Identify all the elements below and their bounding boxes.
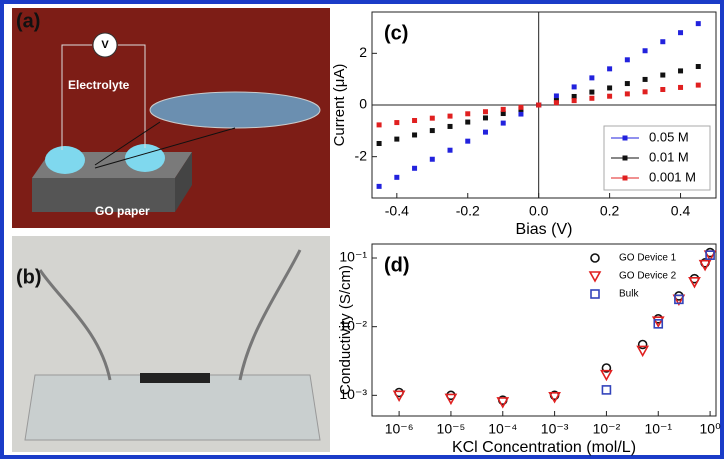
point — [465, 120, 470, 125]
point — [625, 91, 630, 96]
point — [625, 81, 630, 86]
point — [678, 85, 683, 90]
y-axis-label: Conductivity (S/cm) — [337, 265, 354, 395]
point — [643, 77, 648, 82]
panel-b: (b) — [12, 236, 330, 452]
point — [696, 64, 701, 69]
y-axis-label: Current (μA) — [331, 64, 348, 147]
point — [678, 30, 683, 35]
legend-label: 0.001 M — [649, 169, 696, 184]
point — [430, 116, 435, 121]
panel-label: (d) — [384, 254, 410, 276]
legend-label: 0.01 M — [649, 149, 689, 164]
point — [448, 114, 453, 119]
point — [589, 75, 594, 80]
point — [607, 85, 612, 90]
point — [696, 21, 701, 26]
point — [448, 124, 453, 129]
glass-slide — [25, 375, 320, 440]
point — [501, 107, 506, 112]
go-paper — [140, 373, 210, 383]
point — [554, 100, 559, 105]
point — [625, 57, 630, 62]
point — [430, 128, 435, 133]
paper-label: GO paper — [95, 204, 150, 218]
x-tick-label: 10⁻⁴ — [488, 421, 517, 437]
legend-marker — [623, 176, 628, 181]
x-tick-label: 0.0 — [529, 203, 549, 219]
point — [572, 98, 577, 103]
point — [501, 121, 506, 126]
x-tick-label: 10⁻³ — [541, 421, 569, 437]
point — [377, 141, 382, 146]
figure: V Electrolyte GO paper (a) (b) -0.4 -0.2 0… — [0, 0, 724, 459]
y-tick-label: 2 — [359, 44, 367, 60]
point — [465, 111, 470, 116]
panel-label: (b) — [16, 266, 42, 288]
point — [412, 132, 417, 137]
legend-label: Bulk — [619, 289, 639, 300]
point — [394, 120, 399, 125]
x-tick-label: 0.2 — [600, 203, 620, 219]
point — [607, 94, 612, 99]
point — [377, 122, 382, 127]
panel-label: (a) — [16, 10, 40, 32]
y-tick-label: -2 — [355, 147, 368, 163]
panel-label: (c) — [384, 22, 408, 44]
legend-label: 0.05 M — [649, 129, 689, 144]
x-tick-label: 10⁻² — [593, 421, 621, 437]
x-tick-label: 0.4 — [671, 203, 691, 219]
point — [554, 93, 559, 98]
legend-marker — [623, 156, 628, 161]
point — [448, 148, 453, 153]
legend-marker — [623, 136, 628, 141]
point — [572, 84, 577, 89]
point — [412, 118, 417, 123]
point — [660, 73, 665, 78]
point — [660, 87, 665, 92]
point — [465, 139, 470, 144]
x-axis-label: KCl Concentration (mol/L) — [452, 439, 636, 456]
point — [430, 157, 435, 162]
x-tick-label: 10⁻⁵ — [437, 421, 466, 437]
point — [643, 89, 648, 94]
x-tick-label: 10⁻⁶ — [385, 421, 414, 437]
legend-label: GO Device 1 — [619, 253, 677, 264]
point — [483, 130, 488, 135]
point — [643, 48, 648, 53]
point — [377, 184, 382, 189]
point — [394, 175, 399, 180]
point — [483, 115, 488, 120]
droplet — [45, 146, 85, 174]
point — [678, 68, 683, 73]
x-axis-label: Bias (V) — [516, 221, 573, 238]
x-tick-label: -0.2 — [456, 203, 480, 219]
point — [394, 137, 399, 142]
point — [518, 112, 523, 117]
point — [412, 166, 417, 171]
point — [518, 105, 523, 110]
x-tick-label: -0.4 — [385, 203, 409, 219]
electrolyte-label: Electrolyte — [68, 78, 130, 92]
point — [696, 83, 701, 88]
point — [607, 66, 612, 71]
voltmeter-label: V — [101, 39, 109, 51]
panel-a: V Electrolyte GO paper (a) — [12, 8, 330, 228]
point — [589, 96, 594, 101]
legend-label: GO Device 2 — [619, 271, 677, 282]
x-tick-label: 10⁰ — [700, 421, 722, 437]
point — [536, 103, 541, 108]
y-tick-label: 0 — [359, 96, 367, 112]
x-tick-label: 10⁻¹ — [644, 421, 672, 437]
magnified-view — [150, 92, 320, 128]
point — [589, 90, 594, 95]
y-tick-label: 10⁻¹ — [339, 249, 367, 265]
point — [483, 109, 488, 114]
point — [660, 39, 665, 44]
